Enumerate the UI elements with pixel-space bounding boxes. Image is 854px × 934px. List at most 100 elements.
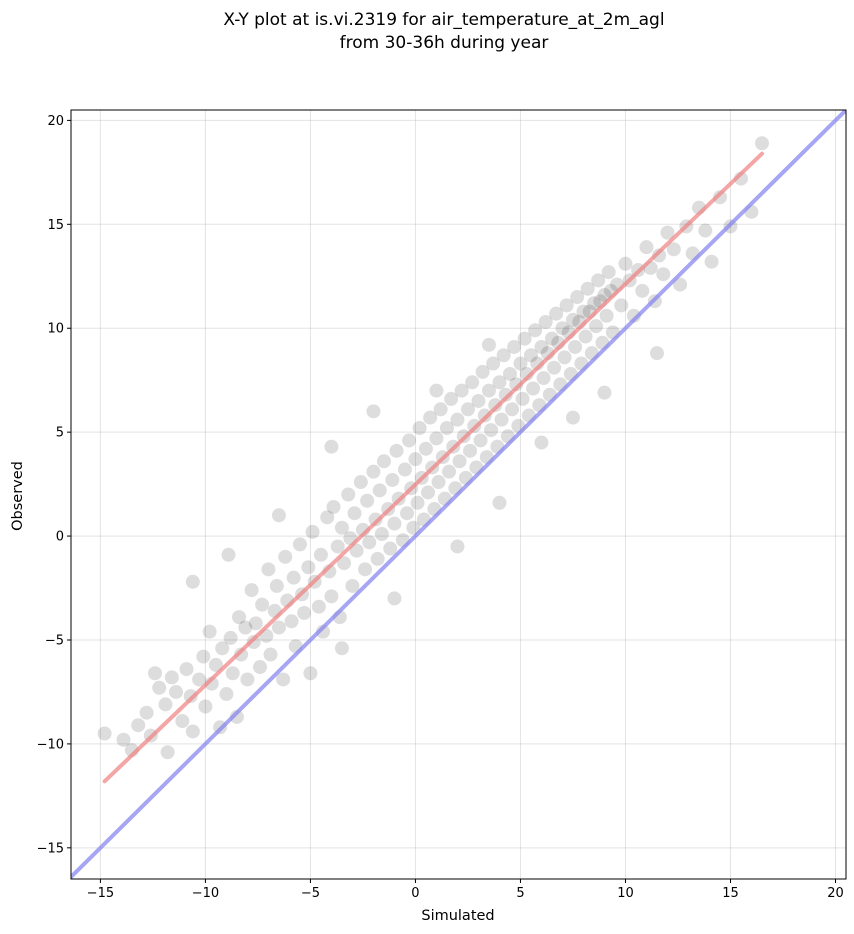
chart-title-line-2: from 30-36h during year (340, 33, 549, 53)
scatter-point-218 (429, 383, 444, 398)
scatter-point-62 (326, 499, 341, 514)
scatter-point-216 (324, 439, 339, 454)
scatter-point-162 (549, 306, 564, 321)
scatter-point-28 (232, 610, 247, 625)
y-tick-label-7: 20 (47, 114, 64, 129)
scatter-point-46 (284, 614, 299, 629)
scatter-point-200 (652, 248, 667, 263)
y-tick-label-0: −15 (37, 841, 64, 856)
scatter-point-17 (196, 649, 211, 664)
scatter-point-33 (246, 635, 261, 650)
scatter-point-122 (465, 375, 480, 390)
scatter-point-34 (248, 616, 263, 631)
scatter-point-100 (418, 441, 433, 456)
plot-frame (70, 109, 847, 880)
scatter-point-209 (704, 254, 719, 269)
scatter-point-10 (164, 670, 179, 685)
scatter-point-214 (754, 136, 769, 151)
scatter-point-197 (639, 240, 654, 255)
scatter-point-182 (591, 273, 606, 288)
scatter-point-14 (183, 689, 198, 704)
scatter-point-204 (673, 277, 688, 292)
scatter-point-76 (362, 535, 377, 550)
scatter-point-72 (353, 475, 368, 490)
scatter-point-217 (366, 404, 381, 419)
y-tick-label-5: 10 (47, 322, 64, 337)
scatter-point-101 (421, 485, 436, 500)
scatter-point-97 (412, 420, 427, 435)
scatter-point-47 (286, 570, 301, 585)
scatter-point-155 (534, 339, 549, 354)
scatter-point-116 (452, 454, 467, 469)
scatter-point-146 (515, 391, 530, 406)
scatter-point-18 (198, 699, 213, 714)
scatter-point-63 (330, 539, 345, 554)
scatter-point-157 (538, 314, 553, 329)
scatter-point-51 (297, 605, 312, 620)
x-tick-label-6: 15 (722, 886, 739, 901)
scatter-point-137 (496, 348, 511, 363)
x-gridlines (99, 110, 836, 879)
scatter-point-175 (576, 304, 591, 319)
scatter-point-75 (360, 493, 375, 508)
scatter-point-31 (240, 672, 255, 687)
y-tick-label-3: 0 (56, 530, 64, 545)
scatter-point-67 (341, 487, 356, 502)
scatter-point-224 (597, 385, 612, 400)
scatter-point-78 (368, 512, 383, 527)
scatter-point-147 (517, 331, 532, 346)
scatter-point-11 (169, 684, 184, 699)
scatter-point-79 (370, 551, 385, 566)
scatter-point-170 (565, 312, 580, 327)
scatter-point-44 (278, 549, 293, 564)
scatter-point-140 (502, 366, 517, 381)
scatter-point-53 (303, 666, 318, 681)
scatter-point-166 (557, 350, 572, 365)
y-tick-label-4: 5 (56, 426, 64, 441)
y-axis-label: Observed (10, 461, 26, 531)
scatter-point-131 (484, 423, 499, 438)
scatter-point-203 (666, 242, 681, 257)
x-tick-label-5: 10 (617, 886, 634, 901)
scatter-point-66 (337, 556, 352, 571)
scatter-point-141 (505, 402, 520, 417)
x-axis-label: Simulated (421, 908, 494, 924)
scatter-point-16 (192, 672, 207, 687)
scatter-point-102 (423, 410, 438, 425)
scatter-point-41 (269, 578, 284, 593)
scatter-point-167 (559, 298, 574, 313)
scatter-point-59 (320, 510, 335, 525)
scatter-point-81 (374, 526, 389, 541)
scatter-point-176 (578, 329, 593, 344)
scatter-point-151 (526, 381, 541, 396)
chart-title-line-1: X-Y plot at is.vi.2319 for air_temperatu… (223, 10, 664, 30)
scatter-point-136 (494, 412, 509, 427)
scatter-point-229 (649, 346, 664, 361)
scatter-point-121 (463, 443, 478, 458)
scatter-point-30 (238, 620, 253, 635)
scatter-point-196 (635, 283, 650, 298)
scatter-point-180 (586, 296, 601, 311)
series-line-2 (71, 110, 846, 879)
scatter-point-120 (460, 402, 475, 417)
scatter-point-115 (450, 412, 465, 427)
series-line-1 (102, 151, 764, 784)
y-axis-ticks: −15 −10 −5 0 5 10 15 20 (37, 114, 71, 856)
scatter-point-26 (225, 666, 240, 681)
scatter-point-181 (589, 319, 604, 334)
scatter-point-110 (439, 420, 454, 435)
scatter-point-133 (488, 398, 503, 413)
scatter-point-9 (160, 745, 175, 760)
scatter-point-191 (614, 298, 629, 313)
scatter-point-96 (410, 495, 425, 510)
scatter-point-8 (158, 697, 173, 712)
scatter-point-43 (276, 672, 291, 687)
scatter-point-117 (454, 383, 469, 398)
x-tick-label-0: −15 (87, 886, 114, 901)
scatter-point-52 (301, 560, 316, 575)
scatter-point-0 (97, 726, 112, 741)
scatter-point-3 (131, 718, 146, 733)
x-tick-label-3: 0 (411, 886, 419, 901)
scatter-point-160 (544, 331, 559, 346)
